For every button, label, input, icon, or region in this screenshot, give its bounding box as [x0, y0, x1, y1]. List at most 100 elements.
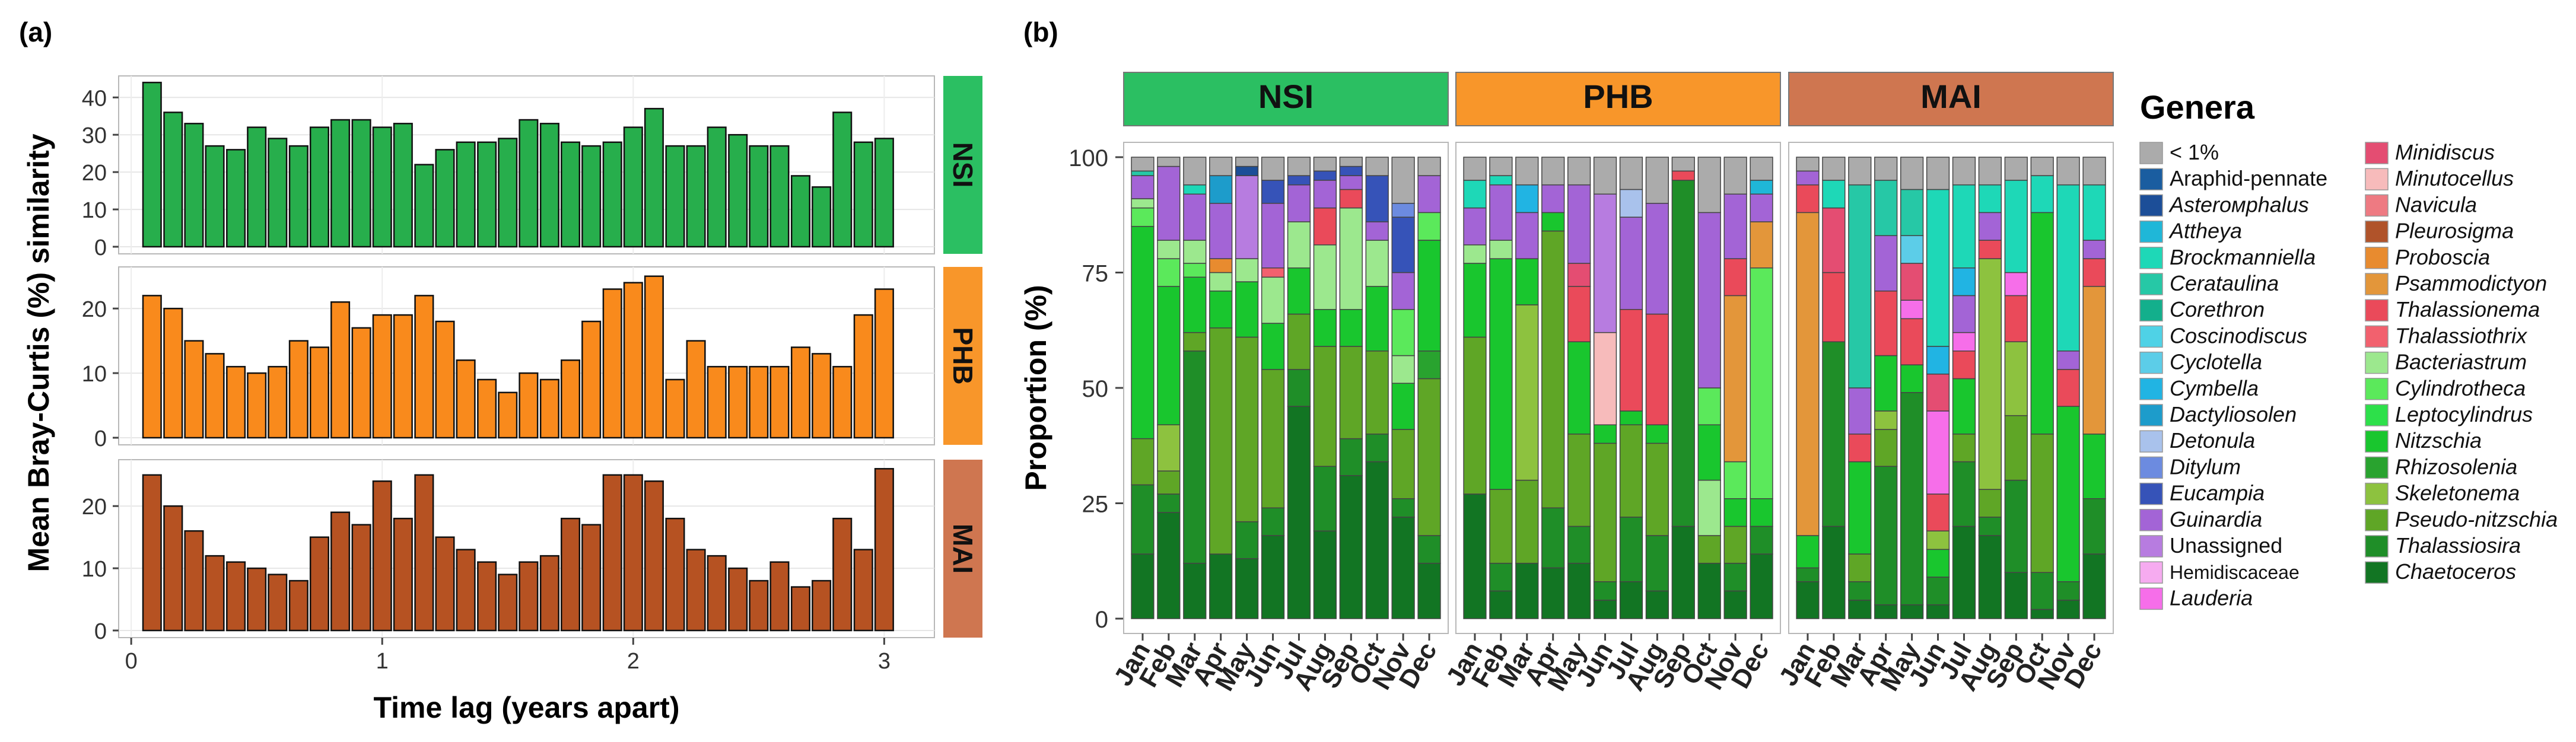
- stack-segment: [1723, 258, 1747, 297]
- stack-segment: [1593, 332, 1617, 425]
- bar: [268, 365, 288, 439]
- y-tick-label: 20: [82, 161, 107, 186]
- stack-segment: [1157, 240, 1181, 259]
- bar: [581, 524, 602, 632]
- x-axis-title: Time lag (years apart): [374, 691, 680, 724]
- stack-segment: [1619, 308, 1643, 412]
- stack-segment: [1287, 406, 1311, 619]
- stack-segment: [1157, 165, 1181, 241]
- y-axis-title: Mean Bray-Curtis (%) similarity: [22, 133, 55, 572]
- legend-swatch: [2365, 325, 2389, 348]
- stack-segment: [1183, 276, 1207, 333]
- stack-segment: [1978, 157, 2002, 186]
- bar: [414, 295, 434, 439]
- stack-segment: [1391, 272, 1415, 310]
- legend-swatch: [2139, 273, 2163, 295]
- stack-segment: [1463, 493, 1487, 619]
- stack-segment: [1645, 535, 1669, 592]
- stack-segment: [1209, 327, 1233, 555]
- x-tick-label: 3: [878, 649, 891, 674]
- bar: [602, 288, 622, 439]
- panel-strip: [1455, 72, 1781, 126]
- stack-segment: [2056, 581, 2080, 601]
- stack-segment: [1339, 438, 1363, 476]
- bar: [539, 555, 559, 632]
- stack-segment: [1463, 157, 1487, 181]
- stack-segment: [1952, 434, 1976, 463]
- stack-segment: [1131, 157, 1155, 172]
- bar: [498, 391, 518, 439]
- stack-segment: [1157, 493, 1181, 513]
- bar: [288, 145, 309, 248]
- panel-a: (a) 0 10 20 30 40 NSI 0 10 20 PHB 0 10 20 MAI 0 1 2 3 Time …: [19, 17, 982, 724]
- legend-swatch: [2139, 168, 2163, 190]
- bar: [477, 141, 497, 248]
- bar: [498, 138, 518, 248]
- stack-segment: [1209, 553, 1233, 619]
- stack-segment: [1593, 193, 1617, 333]
- stack-segment: [1567, 157, 1591, 186]
- stack-segment: [1209, 272, 1233, 292]
- stack-segment: [1900, 364, 1924, 393]
- stack-segment: [1339, 165, 1363, 176]
- legend-swatch: [2365, 482, 2389, 505]
- bar: [184, 123, 204, 248]
- bar: [812, 186, 832, 248]
- bar: [519, 372, 539, 439]
- legend-swatch: [2365, 168, 2389, 190]
- stack-segment: [1489, 258, 1513, 490]
- stack-segment: [1567, 526, 1591, 564]
- stack-segment: [1417, 351, 1441, 380]
- stack-segment: [1926, 604, 1950, 619]
- stack-segment: [1209, 258, 1233, 273]
- bar: [832, 112, 853, 248]
- stack-segment: [2004, 295, 2028, 342]
- stack-segment: [2004, 479, 2028, 573]
- stack-segment: [1978, 212, 2002, 241]
- stack-segment: [1567, 286, 1591, 342]
- bar: [749, 365, 769, 439]
- stack-segment: [1952, 184, 1976, 269]
- stack-segment: [1515, 157, 1539, 186]
- stack-segment: [2056, 184, 2080, 352]
- bar: [581, 320, 602, 439]
- y-tick-label: 30: [82, 123, 107, 148]
- bar: [519, 561, 539, 632]
- facet-strip-label: PHB: [947, 327, 978, 384]
- stack-segment: [1723, 562, 1747, 592]
- stack-segment: [1750, 553, 1773, 619]
- stack-segment: [1489, 240, 1513, 259]
- bar: [205, 555, 225, 632]
- bar: [790, 586, 811, 632]
- stack-segment: [1978, 489, 2002, 518]
- stack-segment: [2056, 406, 2080, 582]
- stack-segment: [1619, 410, 1643, 425]
- stack-segment: [1900, 189, 1924, 237]
- bar: [749, 145, 769, 248]
- legend-label: Pseudo-nitzschia: [2395, 507, 2558, 531]
- stack-segment: [1515, 304, 1539, 481]
- legend-label: Bacteriastrum: [2395, 350, 2527, 374]
- stack-segment: [1463, 180, 1487, 209]
- bar: [330, 119, 351, 248]
- stack-segment: [1697, 212, 1721, 388]
- bar: [247, 567, 267, 632]
- legend-swatch: [2139, 456, 2163, 479]
- stack-segment: [1697, 535, 1721, 564]
- legend-swatch: [2365, 194, 2389, 217]
- bar: [561, 359, 581, 439]
- bar: [561, 141, 581, 248]
- facet-strip: [943, 460, 982, 638]
- stack-segment: [1183, 351, 1207, 564]
- legend-label: Thalassiosira: [2395, 533, 2521, 558]
- legend-label: Unassigned: [2170, 533, 2282, 558]
- stack-segment: [1391, 216, 1415, 273]
- stack-segment: [1697, 387, 1721, 425]
- stack-segment: [1926, 577, 1950, 606]
- legend-label: Corethron: [2170, 297, 2265, 321]
- legend-label: Araphid-pennate: [2170, 166, 2327, 190]
- legend-swatch: [2365, 299, 2389, 321]
- stack-segment: [1541, 567, 1565, 619]
- stack-segment: [1926, 373, 1950, 412]
- stack-segment: [1750, 221, 1773, 269]
